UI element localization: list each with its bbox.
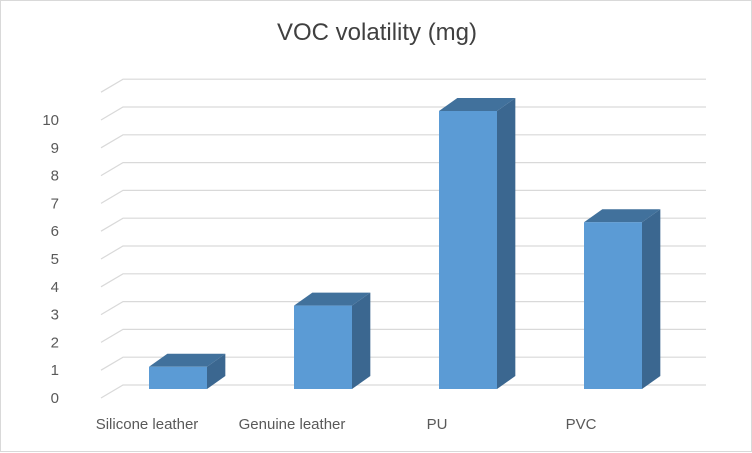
y-tick-label: 7 [51,195,59,212]
y-tick-label: 3 [51,307,59,324]
bar-top [584,209,661,223]
x-category-label: Genuine leather [239,416,346,433]
bar-front [584,222,642,389]
bar [294,292,371,389]
gridline [100,134,706,149]
y-tick-label: 10 [42,112,59,129]
gridline [100,384,706,399]
y-tick-label: 5 [51,251,59,268]
bar-side [207,353,226,389]
bar [584,209,661,389]
bar [439,98,516,389]
gridline [100,106,706,121]
y-tick-label: 4 [51,279,59,296]
y-tick-label: 8 [51,168,59,185]
chart-title: VOC volatility (mg) [276,19,478,46]
bars [149,98,661,389]
x-category-label: PVC [566,416,597,433]
bar-front [439,111,497,389]
bar-top [294,292,371,306]
bar-top [439,98,516,111]
gridline [100,189,706,204]
gridline [100,162,706,177]
y-axis-ticks: 0 1 2 3 4 5 6 7 8 9 10 [42,112,59,407]
y-tick-label: 0 [51,390,59,407]
bar-front [294,305,352,389]
y-tick-label: 6 [51,223,59,240]
bar-side [642,209,661,389]
bar [149,353,226,389]
y-tick-label: 2 [51,334,59,351]
bar-side [497,98,516,389]
y-tick-label: 1 [51,362,59,379]
x-category-label: Silicone leather [96,416,199,433]
y-tick-label: 9 [51,140,59,157]
bar-front [149,366,207,389]
bar-top [149,353,226,367]
x-axis-categories: Silicone leather Genuine leather PU PVC [96,416,597,433]
x-category-label: PU [427,416,448,433]
bar-side [352,292,371,389]
gridline [100,78,706,93]
